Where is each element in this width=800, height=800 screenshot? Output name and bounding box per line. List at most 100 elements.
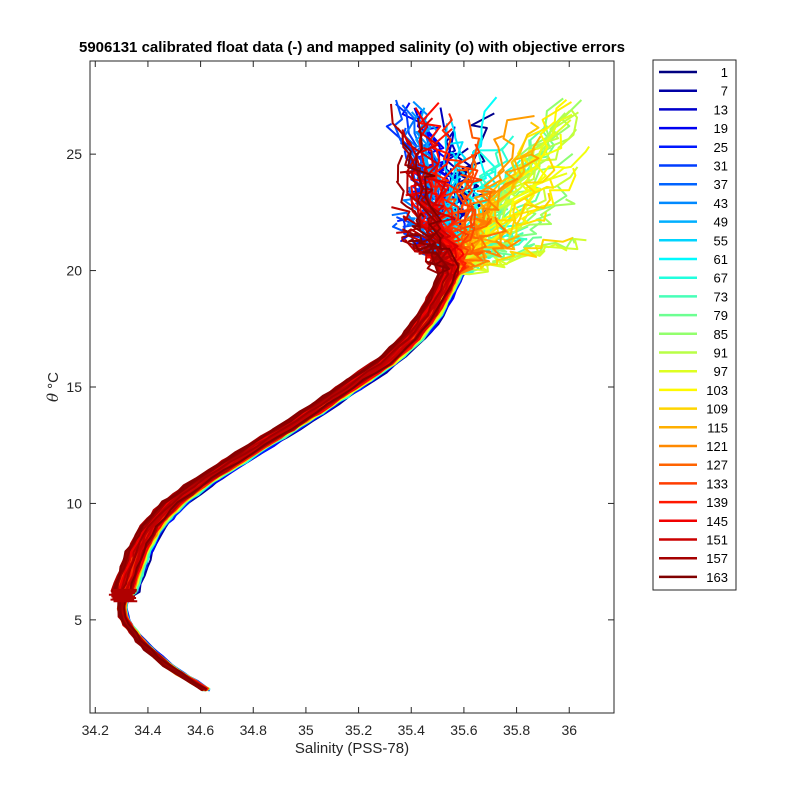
profile-line [119,196,456,691]
profile-line [119,206,453,690]
profile-line [124,236,574,692]
legend: 1 7 13 19 25 31 37 43 49 55 61 67 73 79 85 91 97 103 109 11… [652,59,737,591]
y-tick-label: 20 [66,263,82,279]
profile-line [118,102,453,691]
legend-label: 139 [706,495,728,510]
profile-line [123,219,466,691]
legend-label: 49 [714,215,728,230]
x-tick-label: 35.8 [503,722,530,738]
profile-line [112,234,459,690]
legend-label: 97 [714,364,728,379]
profile-line [121,213,552,690]
profile-line [119,211,458,690]
legend-label: 7 [721,84,728,99]
profile-line [122,202,457,691]
profile-line [121,186,468,690]
profile-line [123,243,568,690]
profile-line [121,103,451,692]
profile-line [120,232,458,692]
y-axis-symbol: θ [44,393,62,402]
profile-line [124,238,587,691]
y-tick-labels: 5 10 15 20 25 [66,146,82,628]
profile-line [119,100,451,692]
legend-label: 157 [706,551,728,566]
profile-line [114,212,547,692]
x-tick-label: 35.6 [450,722,477,738]
profile-line [123,187,458,690]
profile-line [121,194,456,690]
x-tick-label: 35.2 [345,722,372,738]
x-tick-label: 35 [298,722,314,738]
legend-label: 79 [714,308,728,323]
profile-line [122,198,576,691]
profile-line [120,195,457,691]
profile-line [118,228,476,691]
x-tick-labels: 34.2 34.4 34.6 34.8 35 35.2 35.4 35.6 35.8 36 [82,722,578,738]
legend-label: 133 [706,476,728,491]
profile-line [122,236,542,691]
profile-line [119,211,457,690]
profile-line [119,228,455,692]
y-axis-label: θ °C [44,372,62,402]
legend-label: 103 [706,383,728,398]
legend-label: 43 [714,196,728,211]
profile-line [110,103,444,691]
profile-line [113,234,451,691]
profile-line [123,234,528,691]
profile-line [119,238,522,691]
profile-line [120,190,460,691]
profile-line [112,154,441,691]
svg-text:θ°C: θ °C [44,372,62,402]
axis-ticks [90,61,614,713]
legend-label: 109 [706,402,728,417]
legend-label: 13 [714,102,728,117]
profile-line [122,185,462,690]
legend-label: 19 [714,121,728,136]
profile-line [120,119,572,692]
profile-line [120,130,465,690]
legend-label: 37 [714,177,728,192]
legend-label: 31 [714,159,728,174]
y-tick-label: 25 [66,146,82,162]
profile-line [119,230,454,691]
profile-line [117,102,449,691]
legend-label: 73 [714,289,728,304]
y-tick-label: 5 [74,612,82,628]
x-tick-label: 34.2 [82,722,109,738]
legend-label: 25 [714,140,728,155]
x-axis-label: Salinity (PSS-78) [295,740,409,757]
profile-line [124,218,469,691]
profile-line [123,242,472,691]
legend-label: 163 [706,570,728,585]
profile-line [120,220,454,691]
profile-line [120,232,451,692]
y-tick-label: 10 [66,495,82,511]
legend-label: 151 [706,533,728,548]
profile-line [125,210,468,690]
profile-line [121,124,458,691]
profile-line [118,127,453,692]
x-tick-label: 34.4 [134,722,161,738]
profile-lines [108,96,590,692]
y-axis-unit: °C [45,372,62,389]
profile-line [117,216,452,692]
profile-line [124,216,464,691]
profile-line [114,212,450,692]
profile-line [119,222,446,690]
x-tick-label: 34.8 [240,722,267,738]
legend-label: 127 [706,458,728,473]
profile-line [124,184,484,691]
profile-line [118,234,520,691]
profile-line [121,242,462,691]
x-tick-label: 35.4 [398,722,425,738]
legend-label: 145 [706,514,728,529]
x-tick-label: 36 [561,722,577,738]
x-tick-label: 34.6 [187,722,214,738]
legend-label: 55 [714,233,728,248]
profile-line [120,107,452,690]
profile-line [122,225,529,692]
profile-line [121,114,462,691]
legend-label: 67 [714,271,728,286]
profile-line [122,123,460,691]
